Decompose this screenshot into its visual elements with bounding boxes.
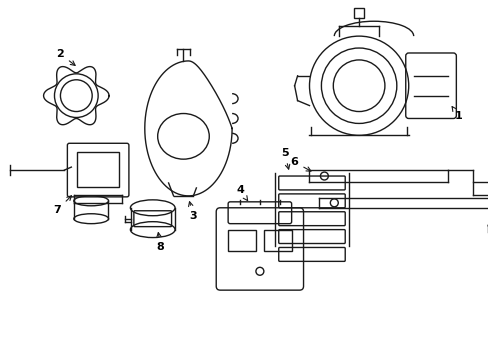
Text: 7: 7 [53,196,72,215]
Text: 4: 4 [236,185,247,201]
Text: 3: 3 [189,202,197,221]
Bar [354,8,364,18]
Bar [77,152,119,187]
Text: 2: 2 [56,49,75,66]
Text: 6: 6 [291,157,311,171]
Text: 1: 1 [452,107,462,121]
Text: 8: 8 [157,233,165,252]
Bar [228,230,256,251]
Text: 5: 5 [281,148,290,169]
Bar [264,230,292,251]
